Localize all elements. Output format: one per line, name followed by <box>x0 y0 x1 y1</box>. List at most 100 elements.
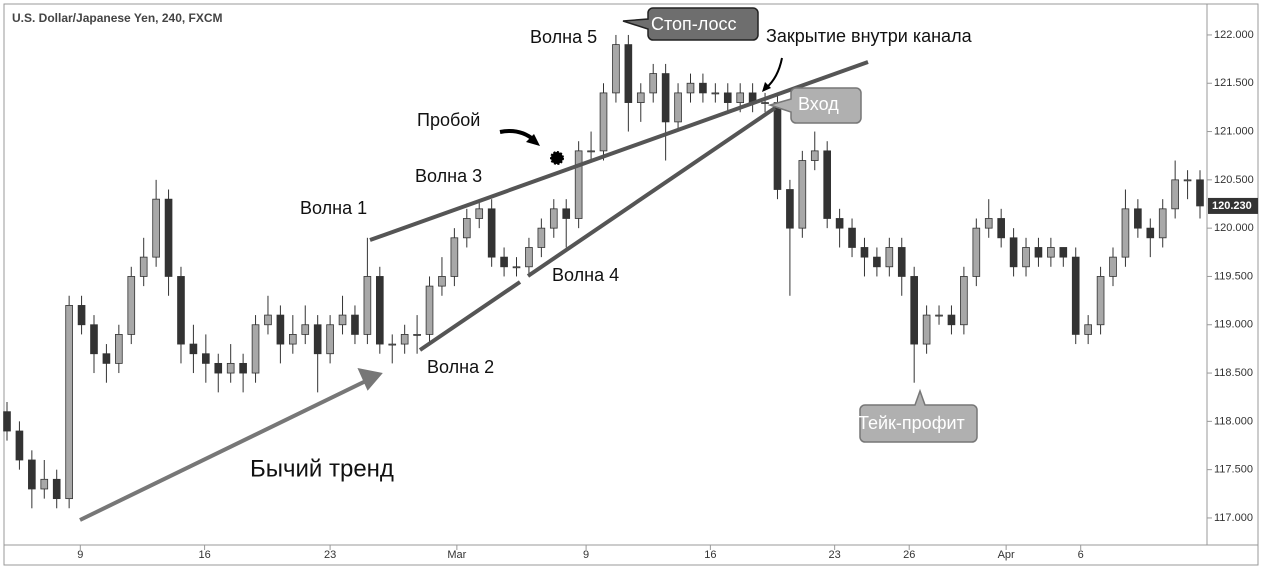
candle-body <box>835 218 844 229</box>
candle-body <box>40 478 49 490</box>
annotation: Волна 1 <box>300 198 367 218</box>
candle-body <box>475 208 484 219</box>
candle-body <box>52 478 61 500</box>
candle-body <box>922 314 931 345</box>
candle-body <box>1096 276 1105 326</box>
candle-body <box>214 362 223 374</box>
candle-body <box>549 208 558 229</box>
candle-body <box>860 247 869 258</box>
y-tick-label: 117.500 <box>1214 464 1253 476</box>
candle-body <box>699 82 707 94</box>
candle-body <box>1109 256 1117 277</box>
annotation: Стоп-лосс <box>651 14 737 34</box>
candle-body <box>351 314 359 335</box>
candle-body <box>338 314 347 326</box>
candle-body <box>1134 208 1142 229</box>
y-tick-label: 122.000 <box>1214 29 1254 41</box>
candle-body <box>202 353 210 364</box>
candle-body <box>686 82 695 94</box>
candle-body <box>1084 324 1092 335</box>
candle-body <box>649 73 658 94</box>
candle-body <box>413 334 421 336</box>
candle-body <box>487 208 496 258</box>
annotation: Пробой <box>417 110 480 130</box>
stop-loss-callout <box>622 7 759 41</box>
y-tick-label: 121.500 <box>1214 77 1254 89</box>
candle-body <box>1158 208 1167 239</box>
candle-body <box>636 92 645 103</box>
candle-body <box>873 256 881 268</box>
candle-body <box>525 247 533 268</box>
candle-body <box>77 305 86 326</box>
candle-body <box>438 276 446 287</box>
last-price-marker <box>1208 197 1258 214</box>
annotation: Волна 2 <box>427 357 494 377</box>
candle-body <box>674 92 682 123</box>
lower-channel-line <box>418 280 522 352</box>
candle-body <box>65 305 73 500</box>
candle-body <box>139 256 148 277</box>
candle-body <box>115 334 123 364</box>
candle-body <box>736 92 745 103</box>
candle-body <box>897 247 906 277</box>
candle-body <box>425 285 434 335</box>
candle-body <box>3 411 11 432</box>
x-tick-label: Apr <box>998 549 1015 561</box>
candle-body <box>388 343 397 346</box>
candle-body <box>997 218 1005 239</box>
candle-body <box>574 150 583 219</box>
candle-body <box>786 189 794 229</box>
candle-body <box>1009 237 1018 268</box>
candle-body <box>537 227 546 248</box>
candle-body <box>1059 247 1068 258</box>
candle-body <box>947 314 956 326</box>
x-tick-label: 9 <box>77 549 83 561</box>
x-tick-label: 9 <box>583 549 589 561</box>
annotation: Волна 3 <box>415 166 482 186</box>
candle-body <box>301 324 310 335</box>
annotation: Волна 5 <box>530 27 597 47</box>
entry-callout <box>767 87 862 124</box>
candle-body <box>90 324 98 355</box>
annotation: Бычий тренд <box>250 455 394 482</box>
candle-body <box>885 247 894 268</box>
candle-body <box>612 44 620 94</box>
candle-body <box>363 276 372 335</box>
candle-body <box>276 314 285 345</box>
candle-body <box>189 343 198 355</box>
lower-channel-line <box>526 106 777 278</box>
candle-body <box>127 276 136 335</box>
candle-body <box>450 237 459 277</box>
y-tick-label: 117.000 <box>1214 512 1253 524</box>
candle-body <box>599 92 608 152</box>
y-tick-label: 119.000 <box>1214 319 1253 331</box>
candle-body <box>1071 256 1080 335</box>
candle-body <box>624 44 633 103</box>
candle-body <box>239 362 247 374</box>
annotation: Вход <box>798 94 839 114</box>
candle-body <box>798 160 807 229</box>
candle-body <box>1034 247 1043 258</box>
candle-body <box>960 276 968 326</box>
candle-body <box>1196 179 1204 207</box>
candle-body <box>562 208 571 219</box>
candle-body <box>152 198 160 258</box>
candle-body <box>462 218 471 239</box>
candle-body <box>177 276 185 345</box>
x-tick-label: 23 <box>324 549 336 561</box>
candle-body <box>326 324 334 355</box>
candle-body <box>1183 179 1192 182</box>
candle-body <box>823 150 832 219</box>
x-tick-label: 16 <box>704 549 716 561</box>
candle-body <box>251 324 260 374</box>
x-tick-label: Mar <box>447 549 466 561</box>
candle-body <box>313 324 322 355</box>
candle-body <box>164 198 173 277</box>
candle-body <box>1047 247 1055 258</box>
trend-arrow-head <box>357 367 383 391</box>
y-tick-label: 120.000 <box>1214 222 1254 234</box>
candle-body <box>761 102 769 104</box>
x-tick-label: 23 <box>829 549 841 561</box>
chart-title: U.S. Dollar/Japanese Yen, 240, FXCM <box>12 11 223 25</box>
